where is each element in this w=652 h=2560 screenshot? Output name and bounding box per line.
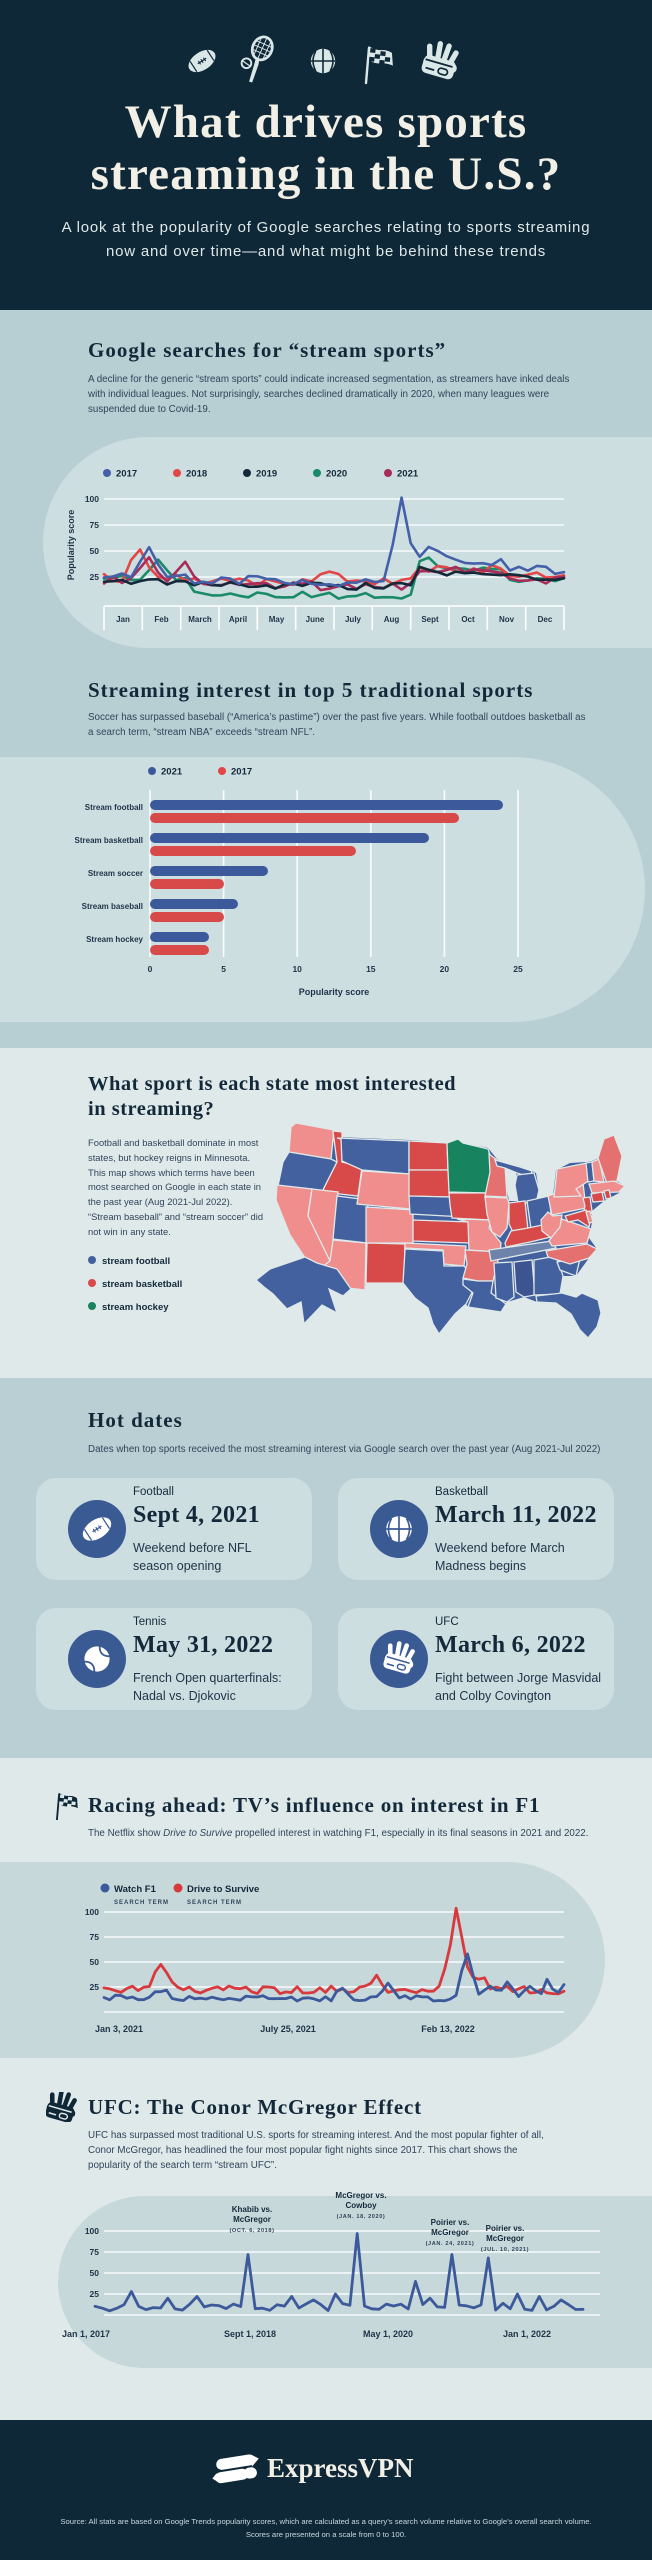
svg-text:Stream soccer: Stream soccer bbox=[88, 869, 143, 878]
svg-text:Cowboy: Cowboy bbox=[345, 2201, 377, 2210]
svg-text:Stream football: Stream football bbox=[85, 803, 143, 812]
svg-text:Feb: Feb bbox=[154, 615, 168, 624]
svg-text:Jan 1, 2017: Jan 1, 2017 bbox=[62, 2329, 110, 2339]
svg-text:(JAN. 18, 2020): (JAN. 18, 2020) bbox=[337, 2214, 386, 2220]
svg-text:ExpressVPN: ExpressVPN bbox=[267, 2453, 414, 2483]
svg-text:Jan: Jan bbox=[116, 615, 130, 624]
svg-text:April: April bbox=[229, 615, 247, 624]
svg-text:25: 25 bbox=[513, 964, 523, 974]
svg-text:May 1, 2020: May 1, 2020 bbox=[363, 2329, 413, 2339]
svg-text:Sept: Sept bbox=[421, 615, 439, 624]
svg-text:Nov: Nov bbox=[499, 615, 515, 624]
svg-text:10: 10 bbox=[292, 964, 302, 974]
svg-text:2020: 2020 bbox=[326, 469, 347, 480]
svg-text:July 25, 2021: July 25, 2021 bbox=[260, 2024, 316, 2034]
svg-text:Dec: Dec bbox=[538, 615, 553, 624]
svg-text:McGregor: McGregor bbox=[431, 2228, 469, 2237]
svg-text:March: March bbox=[188, 615, 212, 624]
svg-text:Poirier vs.: Poirier vs. bbox=[431, 2218, 470, 2227]
svg-text:Sept 1, 2018: Sept 1, 2018 bbox=[224, 2329, 276, 2339]
svg-text:Khabib vs.: Khabib vs. bbox=[232, 2205, 272, 2214]
svg-text:2019: 2019 bbox=[256, 469, 277, 480]
svg-text:15: 15 bbox=[366, 964, 376, 974]
svg-text:Popularity score: Popularity score bbox=[66, 510, 76, 581]
svg-text:2017: 2017 bbox=[116, 469, 137, 480]
svg-text:2018: 2018 bbox=[186, 469, 207, 480]
svg-text:Stream hockey: Stream hockey bbox=[86, 935, 143, 944]
svg-text:25: 25 bbox=[90, 572, 100, 582]
svg-text:100: 100 bbox=[85, 494, 99, 504]
svg-text:100: 100 bbox=[85, 1907, 99, 1917]
svg-text:100: 100 bbox=[85, 2226, 99, 2236]
svg-text:Aug: Aug bbox=[384, 615, 400, 624]
svg-text:25: 25 bbox=[90, 1982, 100, 1992]
svg-text:Popularity score: Popularity score bbox=[299, 987, 370, 997]
svg-text:(JAN. 24, 2021): (JAN. 24, 2021) bbox=[426, 2241, 475, 2247]
svg-text:Drive to Survive: Drive to Survive bbox=[187, 1884, 259, 1895]
svg-text:McGregor: McGregor bbox=[233, 2215, 271, 2224]
svg-text:Jan 1, 2022: Jan 1, 2022 bbox=[503, 2329, 551, 2339]
svg-text:50: 50 bbox=[90, 2268, 100, 2278]
svg-text:2017: 2017 bbox=[231, 767, 252, 778]
svg-text:May: May bbox=[269, 615, 285, 624]
svg-text:Watch F1: Watch F1 bbox=[114, 1884, 157, 1895]
svg-text:75: 75 bbox=[90, 1932, 100, 1942]
svg-text:Stream baseball: Stream baseball bbox=[82, 902, 143, 911]
svg-text:July: July bbox=[345, 615, 362, 624]
svg-text:75: 75 bbox=[90, 520, 100, 530]
svg-text:50: 50 bbox=[90, 1957, 100, 1967]
svg-text:SEARCH TERM: SEARCH TERM bbox=[114, 1900, 169, 1906]
svg-text:20: 20 bbox=[440, 964, 450, 974]
svg-text:2021: 2021 bbox=[397, 469, 419, 480]
svg-text:Feb 13, 2022: Feb 13, 2022 bbox=[421, 2024, 475, 2034]
svg-text:25: 25 bbox=[90, 2289, 100, 2299]
svg-text:50: 50 bbox=[90, 546, 100, 556]
svg-text:Poirier vs.: Poirier vs. bbox=[486, 2224, 525, 2233]
svg-text:75: 75 bbox=[90, 2247, 100, 2257]
svg-text:0: 0 bbox=[148, 964, 153, 974]
svg-text:June: June bbox=[306, 615, 325, 624]
svg-text:Stream basketball: Stream basketball bbox=[75, 836, 143, 845]
svg-text:McGregor vs.: McGregor vs. bbox=[335, 2191, 386, 2200]
svg-text:2021: 2021 bbox=[161, 767, 183, 778]
svg-text:(JUL. 10, 2021): (JUL. 10, 2021) bbox=[481, 2247, 529, 2253]
svg-text:(OCT. 6, 2018): (OCT. 6, 2018) bbox=[229, 2228, 274, 2234]
svg-text:5: 5 bbox=[221, 964, 226, 974]
svg-text:Oct: Oct bbox=[461, 615, 475, 624]
svg-text:McGregor: McGregor bbox=[486, 2234, 524, 2243]
svg-text:Jan 3, 2021: Jan 3, 2021 bbox=[95, 2024, 143, 2034]
svg-text:SEARCH TERM: SEARCH TERM bbox=[187, 1900, 242, 1906]
